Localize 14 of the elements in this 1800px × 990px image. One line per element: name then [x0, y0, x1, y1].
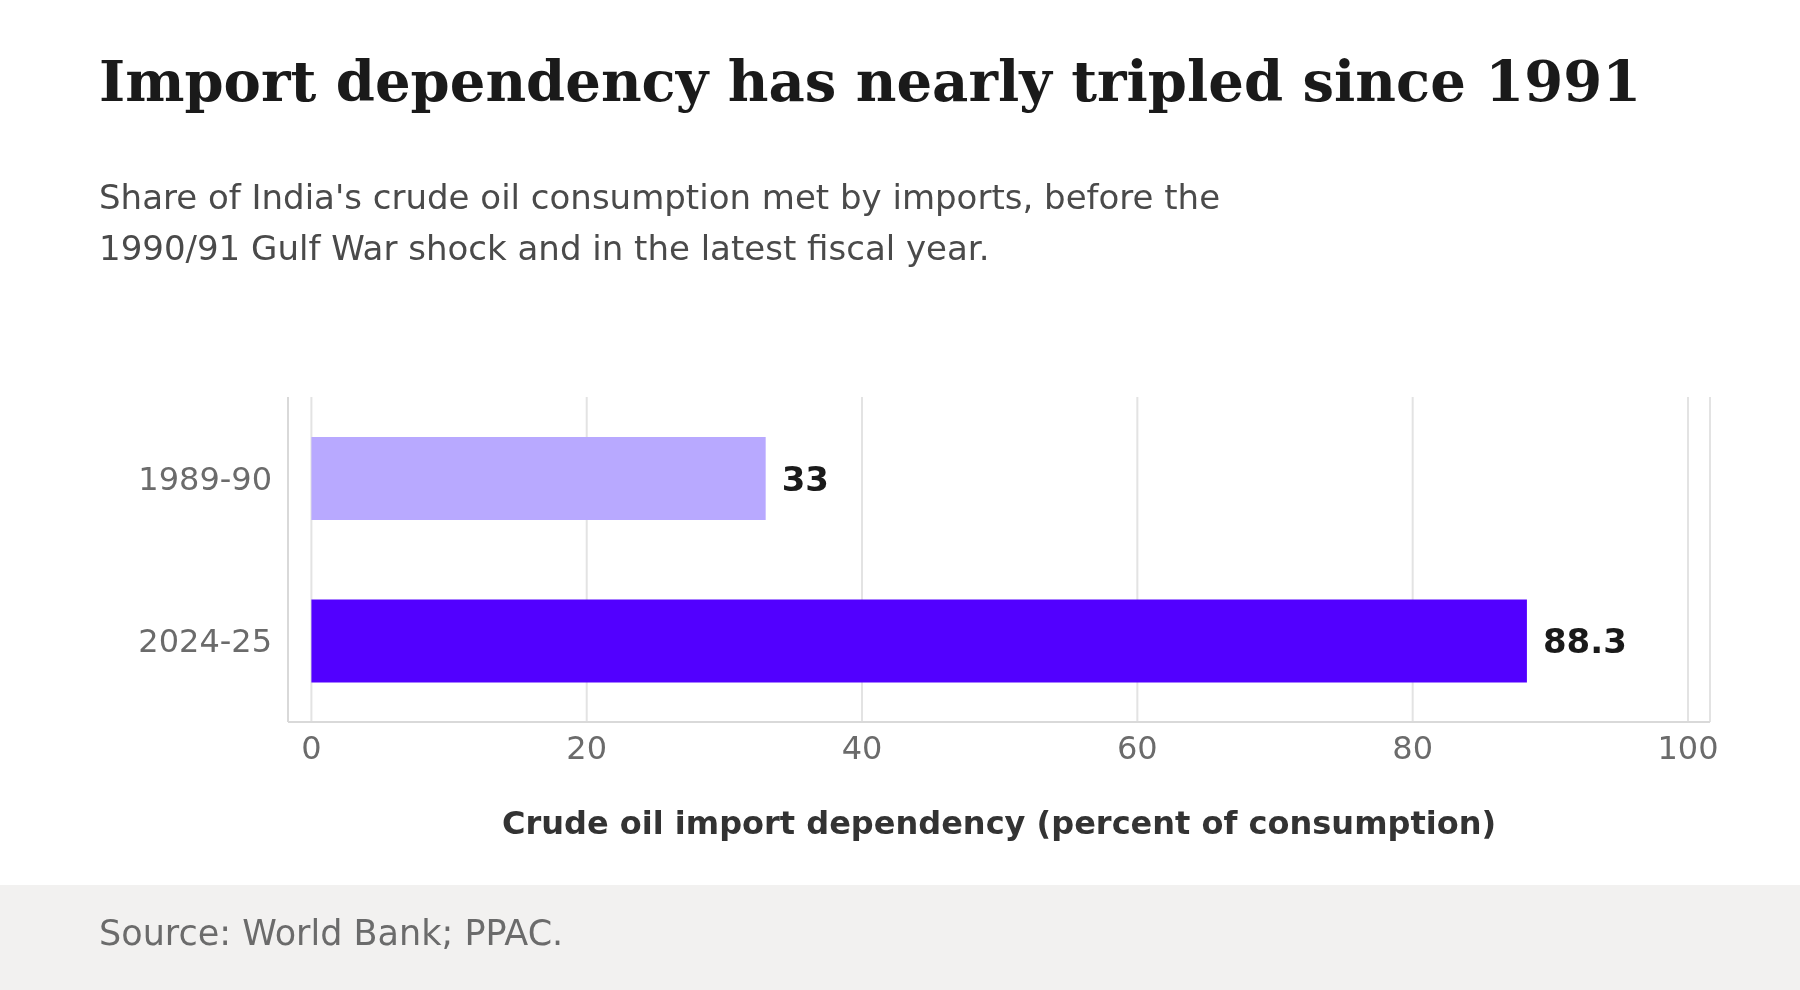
x-tick-label: 60: [1116, 728, 1158, 767]
chart-subtitle: Share of India's crude oil consumption met by imports, before the 1990/91 Gulf War shock and in the latest fiscal year.: [99, 176, 1222, 270]
x-tick-label: 20: [566, 728, 608, 767]
chart-title: Import dependency has nearly tripled since 1991: [99, 48, 1642, 114]
x-tick-label: 100: [1657, 728, 1719, 767]
x-tick-label: 80: [1392, 728, 1434, 767]
y-tick-label: 1989-90: [138, 459, 272, 498]
y-tick-label: 2024-25: [138, 622, 272, 661]
x-tick-label: 40: [841, 728, 883, 767]
x-axis-title: Crude oil import dependency (percent of consumption): [501, 804, 1497, 842]
source-note: Source: World Bank; PPAC.: [99, 913, 564, 953]
x-tick-label: 0: [301, 728, 322, 767]
data-label: 88.3: [1542, 621, 1627, 662]
data-label: 33: [781, 458, 829, 499]
